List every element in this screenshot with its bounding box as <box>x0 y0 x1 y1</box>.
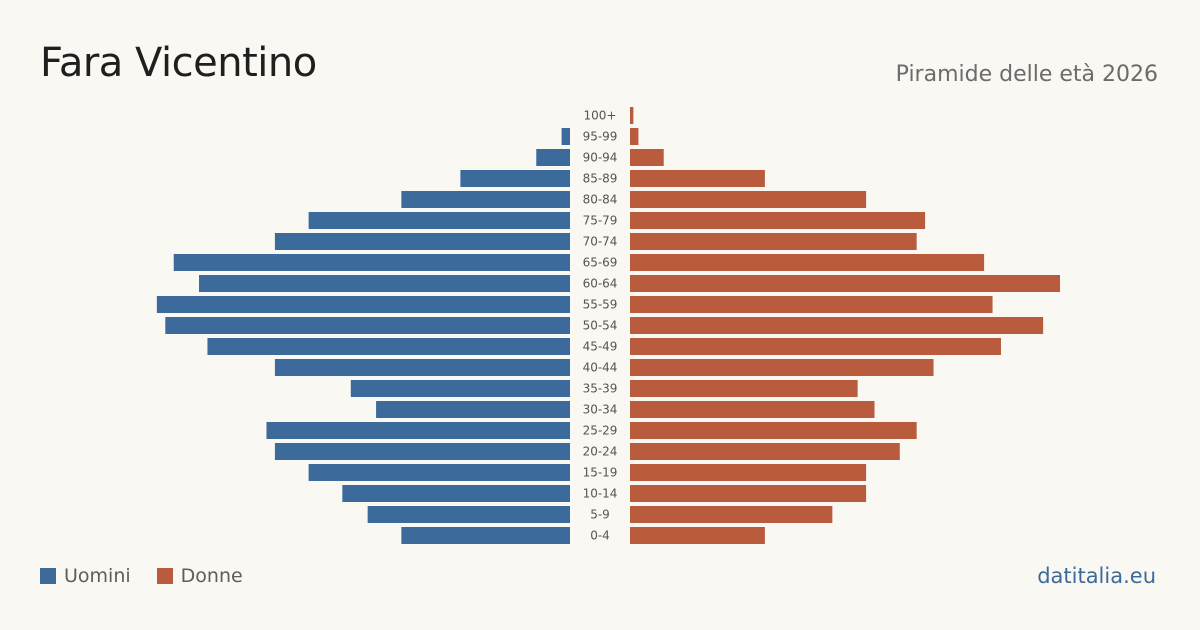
tick-label-70-74: 70-74 <box>583 235 618 249</box>
bar-men-85-89 <box>460 170 570 187</box>
bar-women-35-39 <box>630 380 858 397</box>
bar-men-15-19 <box>308 464 570 481</box>
bar-men-40-44 <box>274 359 570 376</box>
bar-women-0-4 <box>630 527 765 544</box>
bar-men-5-9 <box>367 506 570 523</box>
tick-label-30-34: 30-34 <box>583 403 618 417</box>
bar-men-95-99 <box>561 128 570 145</box>
bar-men-45-49 <box>207 338 570 355</box>
tick-label-55-59: 55-59 <box>583 298 618 312</box>
tick-label-45-49: 45-49 <box>583 340 618 354</box>
bar-women-40-44 <box>630 359 934 376</box>
bar-men-90-94 <box>536 149 570 166</box>
tick-label-20-24: 20-24 <box>583 445 618 459</box>
chart-subtitle: Piramide delle età 2026 <box>895 62 1158 87</box>
tick-label-5-9: 5-9 <box>590 508 610 522</box>
bar-women-60-64 <box>630 275 1060 292</box>
tick-label-60-64: 60-64 <box>583 277 618 291</box>
bar-men-80-84 <box>401 191 570 208</box>
bar-women-25-29 <box>630 422 917 439</box>
tick-label-50-54: 50-54 <box>583 319 618 333</box>
bar-women-70-74 <box>630 233 917 250</box>
tick-label-95-99: 95-99 <box>583 130 618 144</box>
bar-men-30-34 <box>376 401 570 418</box>
legend-swatch-women <box>156 568 173 584</box>
tick-label-10-14: 10-14 <box>583 487 618 501</box>
tick-label-75-79: 75-79 <box>583 214 618 228</box>
tick-label-15-19: 15-19 <box>583 466 618 480</box>
bar-men-25-29 <box>266 422 570 439</box>
bar-women-55-59 <box>630 296 993 313</box>
brand-link[interactable]: datitalia.eu <box>1037 564 1156 588</box>
bar-women-15-19 <box>630 464 867 481</box>
bar-women-95-99 <box>630 128 639 145</box>
tick-label-100+: 100+ <box>584 109 617 123</box>
tick-label-0-4: 0-4 <box>590 529 610 543</box>
bar-men-20-24 <box>274 443 570 460</box>
tick-label-85-89: 85-89 <box>583 172 618 186</box>
bar-women-75-79 <box>630 212 926 229</box>
bar-men-10-14 <box>342 485 570 502</box>
legend-label-men: Uomini <box>64 565 131 587</box>
tick-label-40-44: 40-44 <box>583 361 618 375</box>
bar-women-65-69 <box>630 254 985 271</box>
bar-men-65-69 <box>173 254 570 271</box>
tick-label-90-94: 90-94 <box>583 151 618 165</box>
tick-label-65-69: 65-69 <box>583 256 618 270</box>
legend-swatch-men <box>40 568 56 584</box>
legend-label-women: Donne <box>180 565 243 587</box>
page-title: Fara Vicentino <box>40 40 317 86</box>
bar-men-75-79 <box>308 212 570 229</box>
bar-women-85-89 <box>630 170 765 187</box>
bar-men-60-64 <box>199 275 571 292</box>
bar-women-80-84 <box>630 191 867 208</box>
bar-men-0-4 <box>401 527 570 544</box>
legend-item-men: Uomini <box>40 565 131 587</box>
bar-men-50-54 <box>165 317 570 334</box>
bar-men-70-74 <box>274 233 570 250</box>
tick-label-25-29: 25-29 <box>583 424 618 438</box>
bar-women-100+ <box>630 107 634 124</box>
bar-men-55-59 <box>156 296 571 313</box>
bar-women-30-34 <box>630 401 875 418</box>
tick-label-35-39: 35-39 <box>583 382 618 396</box>
bar-women-50-54 <box>630 317 1044 334</box>
bar-women-45-49 <box>630 338 1001 355</box>
bar-women-10-14 <box>630 485 867 502</box>
bar-women-20-24 <box>630 443 900 460</box>
legend-item-women: Donne <box>156 565 243 587</box>
bar-men-35-39 <box>350 380 570 397</box>
tick-label-80-84: 80-84 <box>583 193 618 207</box>
bar-women-5-9 <box>630 506 833 523</box>
bar-women-90-94 <box>630 149 664 166</box>
legend: Uomini Donne <box>40 565 269 587</box>
